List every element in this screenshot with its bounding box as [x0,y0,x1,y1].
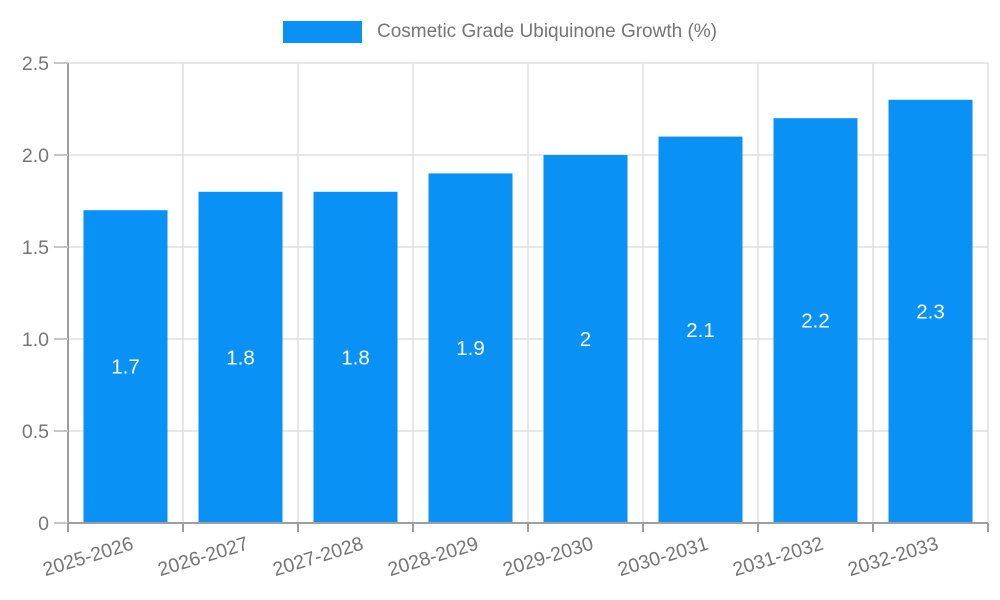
bar-value-label: 1.7 [111,356,140,379]
bar-value-label: 2.2 [801,310,830,333]
y-tick-label: 1.0 [22,329,49,351]
y-tick-label: 0 [38,513,49,535]
x-tick-label: 2032-2033 [845,533,941,581]
bar-value-label: 1.8 [226,346,255,369]
bar [543,155,628,522]
x-tick-label: 2025-2026 [40,533,136,581]
x-tick-label: 2031-2032 [730,533,826,581]
bar-value-label: 2.1 [686,319,715,342]
chart-legend: Cosmetic Grade Ubiquinone Growth (%) [0,19,1000,45]
bar-value-label: 1.8 [341,346,370,369]
legend-label: Cosmetic Grade Ubiquinone Growth (%) [376,21,718,42]
x-tick-label: 2030-2031 [615,533,711,581]
y-tick-label: 1.5 [22,237,49,259]
bar [313,191,398,523]
bar [198,191,283,523]
bar [773,118,858,522]
bar [428,173,513,522]
bar-value-label: 2.3 [916,300,945,323]
legend-color-swatch [282,21,362,43]
bar [888,99,973,523]
x-tick-label: 2026-2027 [155,533,251,581]
bar-value-label: 2 [580,328,591,351]
x-tick-label: 2029-2030 [500,533,596,581]
bar [83,210,168,522]
y-tick-label: 0.5 [22,421,49,443]
y-tick-label: 2.0 [22,145,49,167]
x-tick-label: 2028-2029 [385,533,481,581]
x-tick-label: 2027-2028 [270,533,366,581]
bar [658,136,743,522]
bar-value-label: 1.9 [456,337,485,360]
y-tick-label: 2.5 [22,53,49,75]
